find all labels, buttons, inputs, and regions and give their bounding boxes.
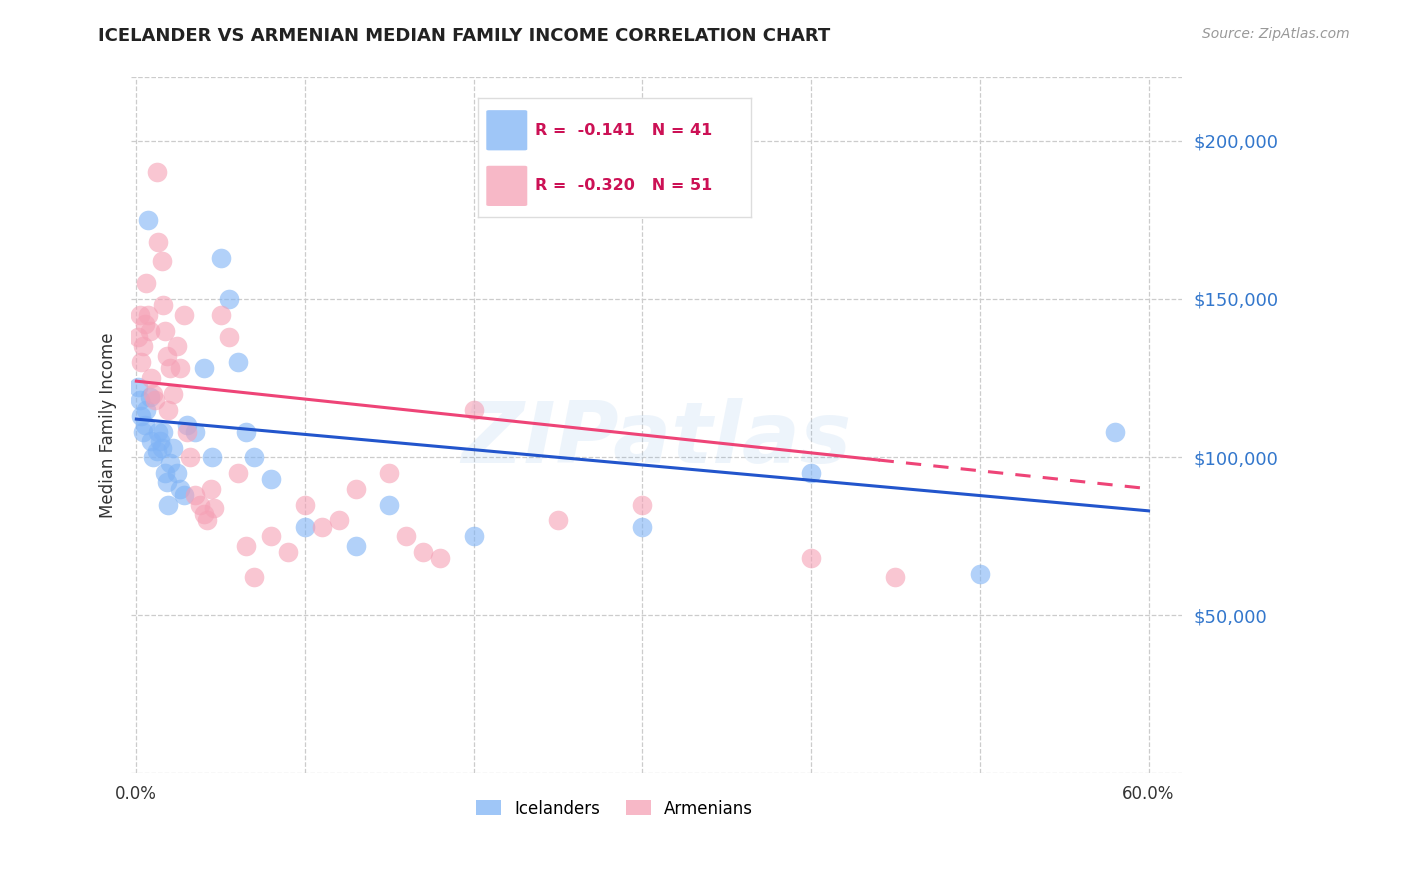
Point [179, 450, 201, 464]
Point [202, 500, 225, 515]
Point [176, 418, 198, 433]
Point [142, 386, 165, 401]
Point [277, 545, 299, 559]
Point [218, 330, 240, 344]
Point [153, 324, 176, 338]
Point [226, 466, 249, 480]
Point [169, 482, 191, 496]
Point [226, 355, 249, 369]
Point [145, 165, 167, 179]
Point [136, 212, 159, 227]
Point [200, 482, 222, 496]
Point [139, 324, 162, 338]
Point [143, 393, 166, 408]
Point [159, 361, 181, 376]
Point [184, 488, 207, 502]
Point [344, 482, 367, 496]
Point [190, 498, 212, 512]
Point [127, 330, 149, 344]
Y-axis label: Median Family Income: Median Family Income [100, 333, 117, 518]
Point [173, 308, 195, 322]
Point [148, 425, 170, 439]
Point [243, 570, 266, 584]
Point [135, 276, 157, 290]
Point [131, 355, 153, 369]
Point [136, 308, 159, 322]
Point [209, 251, 232, 265]
Point [176, 425, 198, 439]
Point [243, 450, 266, 464]
Point [260, 529, 283, 543]
Point [631, 498, 654, 512]
Point [156, 349, 179, 363]
Point [193, 507, 215, 521]
Point [162, 441, 184, 455]
Point [150, 441, 173, 455]
Point [156, 475, 179, 490]
Point [311, 519, 333, 533]
Point [132, 425, 155, 439]
Point [1104, 425, 1126, 439]
Point [395, 529, 418, 543]
Point [800, 466, 823, 480]
Point [128, 308, 150, 322]
Point [195, 513, 218, 527]
Point [344, 539, 367, 553]
Point [141, 434, 163, 449]
Point [169, 361, 191, 376]
Point [152, 298, 174, 312]
Point [152, 425, 174, 439]
Point [631, 519, 654, 533]
Point [184, 425, 207, 439]
Point [134, 418, 156, 433]
Point [463, 402, 485, 417]
Point [235, 539, 257, 553]
Text: ZIPatlas: ZIPatlas [461, 398, 852, 481]
Legend: Icelanders, Armenians: Icelanders, Armenians [470, 793, 759, 824]
Point [127, 380, 149, 394]
Point [149, 434, 172, 449]
Point [157, 402, 180, 417]
Point [145, 443, 167, 458]
Point [128, 393, 150, 408]
Point [131, 409, 153, 423]
Point [969, 567, 991, 582]
Point [260, 472, 283, 486]
Point [142, 450, 165, 464]
Point [173, 488, 195, 502]
Point [884, 570, 907, 584]
Point [162, 386, 184, 401]
Point [157, 498, 180, 512]
Point [193, 361, 215, 376]
Point [150, 254, 173, 268]
Point [139, 390, 162, 404]
Point [134, 317, 156, 331]
Point [132, 339, 155, 353]
Point [201, 450, 224, 464]
Point [294, 519, 316, 533]
Point [135, 402, 157, 417]
Point [235, 425, 257, 439]
Point [166, 339, 188, 353]
Point [800, 551, 823, 566]
Point [148, 235, 170, 249]
Point [378, 466, 401, 480]
Point [412, 545, 434, 559]
Point [166, 466, 188, 480]
Text: Source: ZipAtlas.com: Source: ZipAtlas.com [1202, 27, 1350, 41]
Point [547, 513, 569, 527]
Point [159, 457, 181, 471]
Text: ICELANDER VS ARMENIAN MEDIAN FAMILY INCOME CORRELATION CHART: ICELANDER VS ARMENIAN MEDIAN FAMILY INCO… [98, 27, 831, 45]
Point [328, 513, 350, 527]
Point [294, 498, 316, 512]
Point [209, 308, 232, 322]
Point [429, 551, 451, 566]
Point [463, 529, 485, 543]
Point [378, 498, 401, 512]
Point [141, 371, 163, 385]
Point [218, 292, 240, 306]
Point [153, 466, 176, 480]
